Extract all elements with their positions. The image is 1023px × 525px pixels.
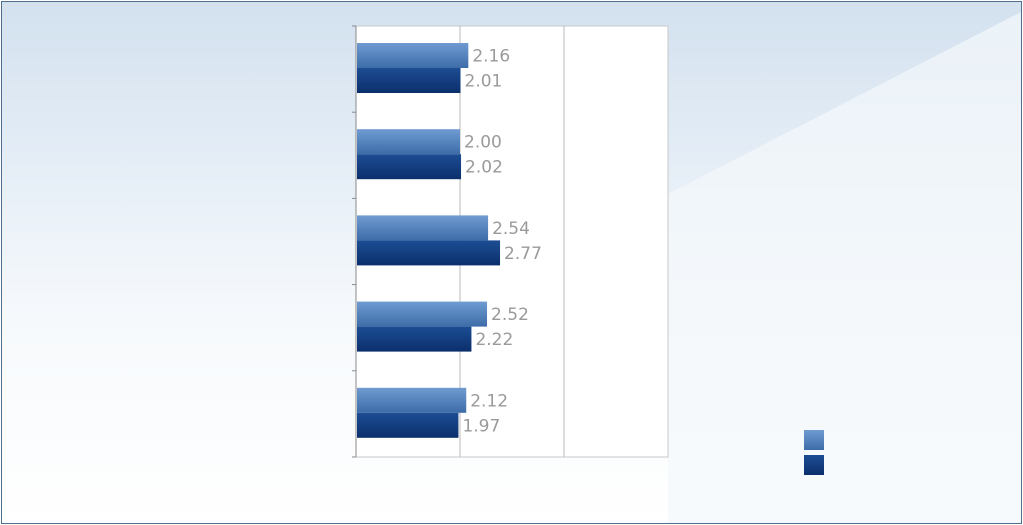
bar-series1-item3 [357,215,489,241]
data-label: 2.02 [465,158,503,178]
data-label: 2.52 [491,305,529,325]
bar-series2-item2 [357,154,462,180]
data-label: 2.00 [464,133,502,153]
bar-series1-item1 [357,43,469,68]
legend [804,430,824,475]
data-label: 1.97 [462,416,500,436]
data-label: 2.77 [504,244,542,264]
background-sheen [668,12,1021,523]
bar-series1-item2 [357,129,460,155]
data-label: 2.22 [475,330,513,350]
bar-series1-item4 [357,301,488,327]
data-label: 2.01 [465,72,503,92]
category-axis [352,25,357,458]
bar-series2-item5 [357,412,459,438]
legend-swatch-2 [804,455,824,475]
bars [357,43,501,438]
data-label: 2.12 [470,391,508,411]
data-label: 2.16 [472,47,510,67]
bar-series2-item4 [357,326,472,352]
data-labels: 2.16 2.00 2.54 2.52 2.12 2.01 2.02 2.77 2.22 1.97 [462,47,541,437]
bar-series2-item1 [357,68,461,93]
legend-swatch-1 [804,430,824,450]
data-label: 2.54 [492,219,530,239]
bar-series2-item3 [357,240,501,266]
bar-series1-item5 [357,387,467,413]
